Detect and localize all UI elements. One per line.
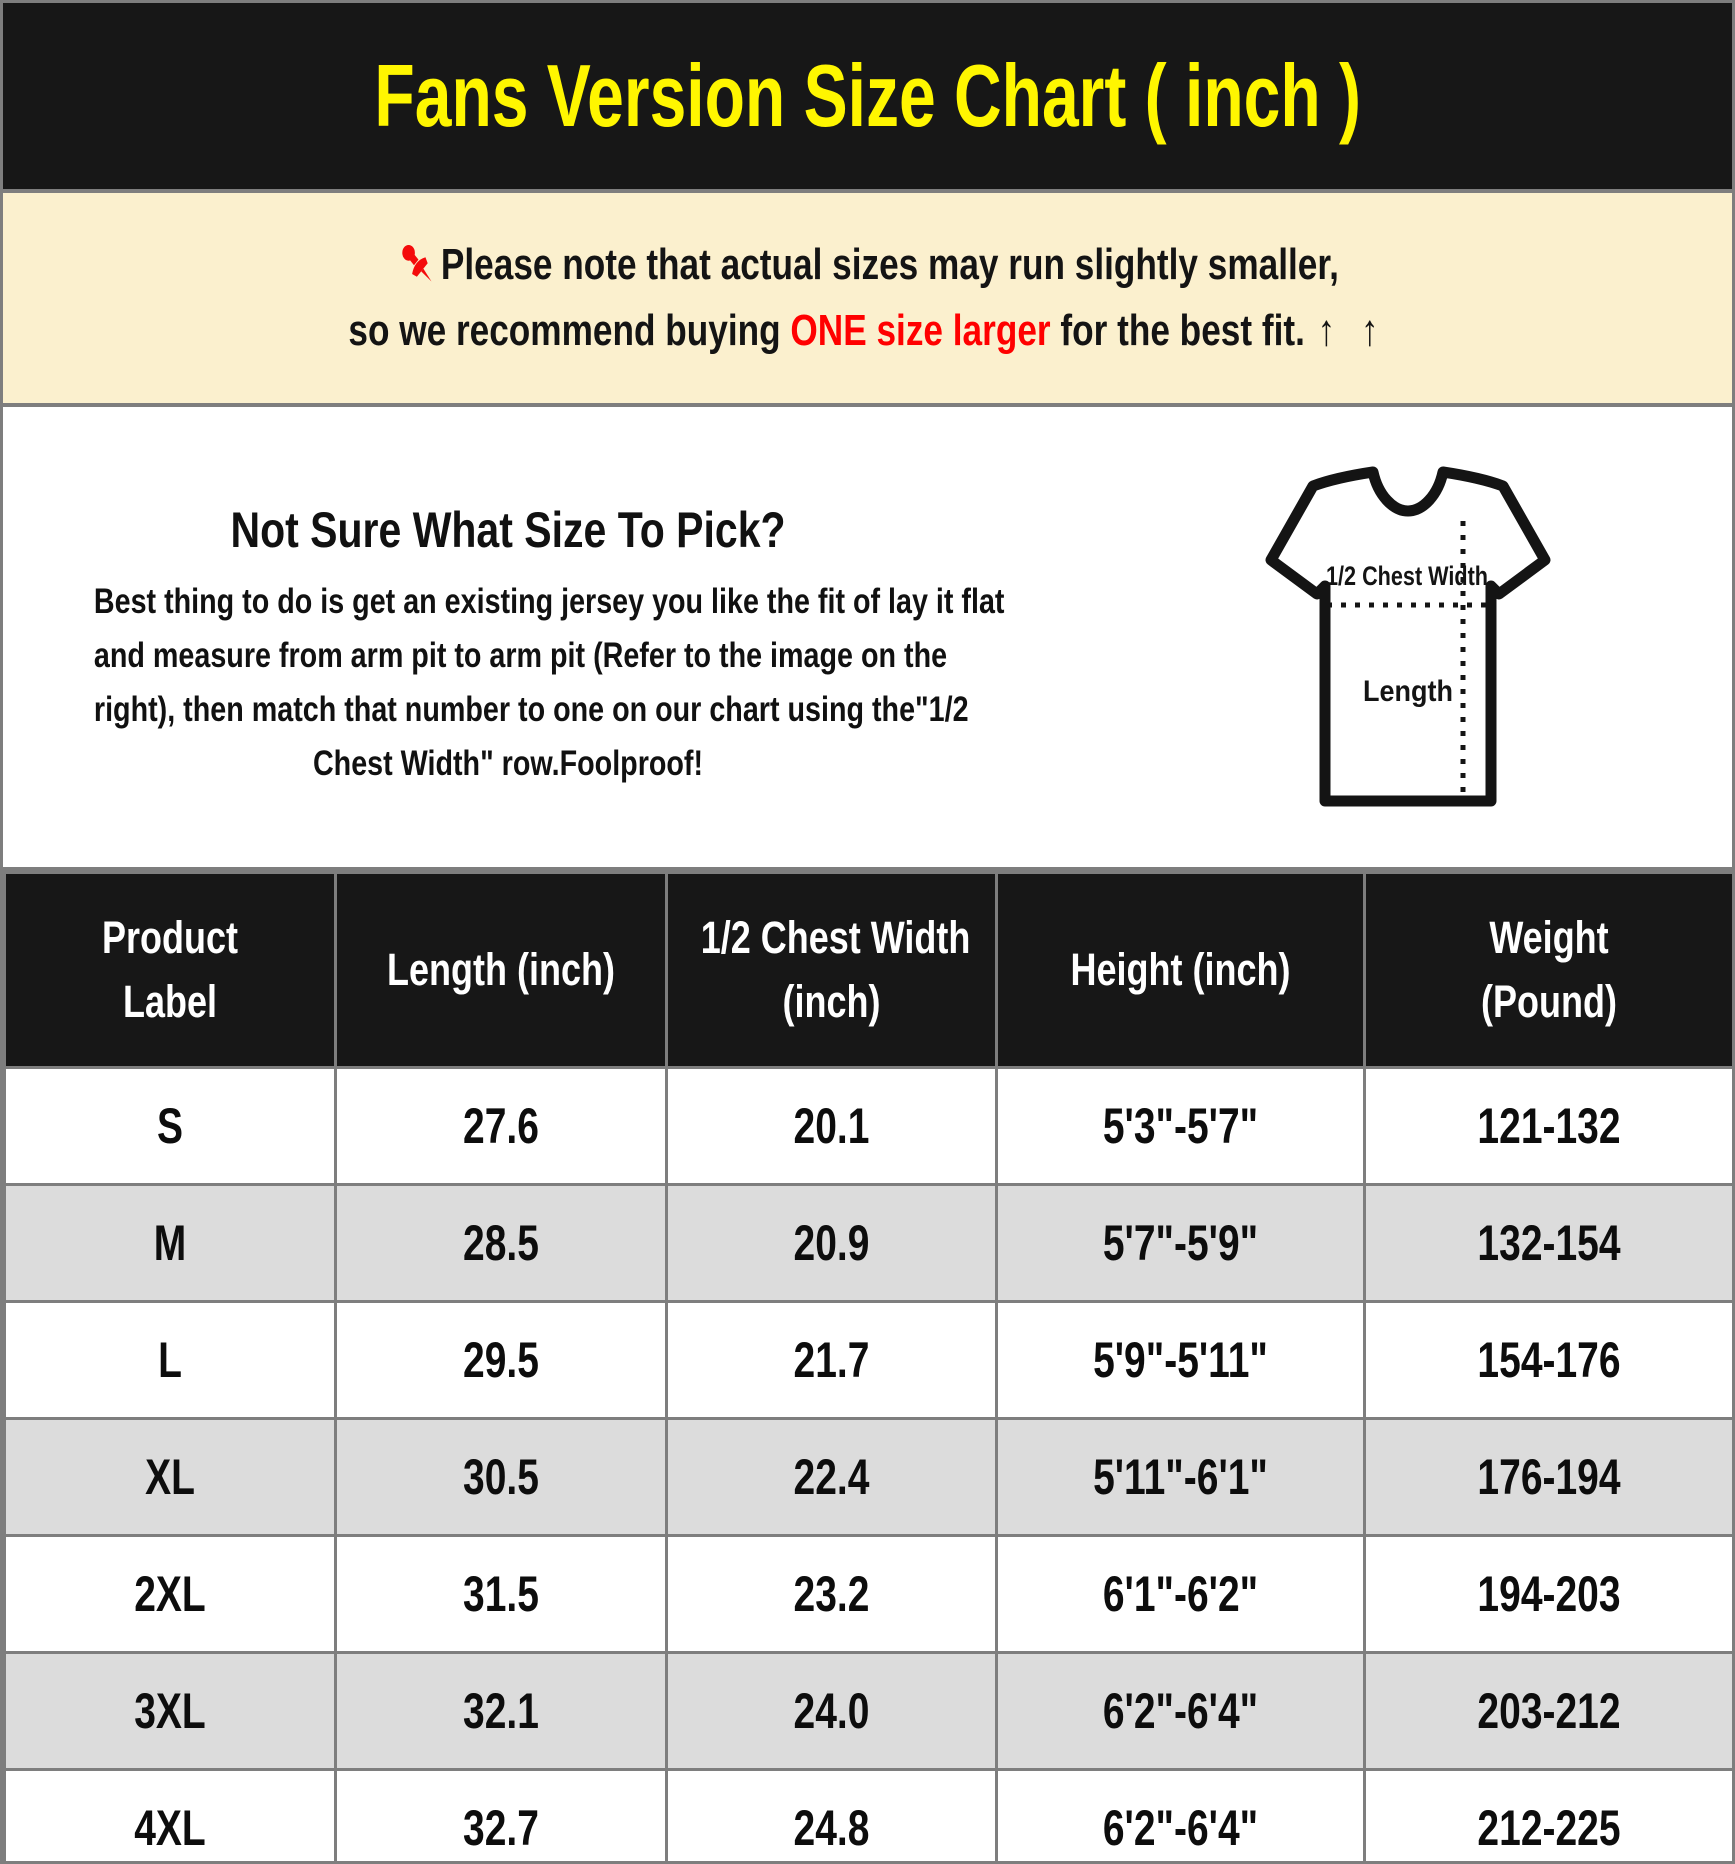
guide-text-block: Not Sure What Size To Pick? Best thing t… <box>3 407 1013 791</box>
up-arrows-icon: ↑ ↑ <box>1317 306 1387 355</box>
cell-chest: 22.4 <box>665 1417 998 1537</box>
cell-length: 32.1 <box>334 1651 668 1771</box>
header-text: (Pound) <box>1481 976 1617 1027</box>
section-divider <box>3 189 1732 193</box>
cell-size: S <box>3 1066 337 1186</box>
guide-body-line: Best thing to do is get an existing jers… <box>93 582 1005 621</box>
chest-width-label: 1/2 Chest Width <box>1326 561 1488 591</box>
header-cell-chest-width: 1/2 Chest Width (inch) <box>665 871 998 1069</box>
size-table: Product Label Length (inch) 1/2 Chest Wi… <box>3 871 1732 1861</box>
header-text: Height (inch) <box>1070 944 1291 995</box>
cell-height: 5'3"-5'7" <box>995 1066 1366 1186</box>
tshirt-outline <box>1265 466 1551 807</box>
header-text: Weight <box>1489 912 1609 963</box>
cell-chest: 24.0 <box>665 1651 998 1771</box>
table-row-l: L 29.5 21.7 5'9"-5'11" 154-176 <box>3 1300 1732 1420</box>
guide-heading: Not Sure What Size To Pick? <box>230 502 786 558</box>
pushpin-icon <box>402 244 432 282</box>
cell-weight: 203-212 <box>1363 1651 1732 1771</box>
note-text-2-prefix: so we recommend buying <box>348 306 791 355</box>
table-row-xl: XL 30.5 22.4 5'11"-6'1" 176-194 <box>3 1417 1732 1537</box>
note-section: Please note that actual sizes may run sl… <box>3 193 1732 403</box>
table-header-row: Product Label Length (inch) 1/2 Chest Wi… <box>3 871 1732 1069</box>
cell-chest: 24.8 <box>665 1768 998 1861</box>
cell-chest: 20.9 <box>665 1183 998 1303</box>
guide-body-line: Chest Width" row.Foolproof! <box>312 744 704 783</box>
cell-height: 5'11"-6'1" <box>995 1417 1366 1537</box>
cell-height: 6'2"-6'4" <box>995 1651 1366 1771</box>
table-row-3xl: 3XL 32.1 24.0 6'2"-6'4" 203-212 <box>3 1651 1732 1771</box>
cell-size: XL <box>3 1417 337 1537</box>
header-text: 1/2 Chest Width <box>700 912 971 963</box>
cell-height: 5'9"-5'11" <box>995 1300 1366 1420</box>
table-row-m: M 28.5 20.9 5'7"-5'9" 132-154 <box>3 1183 1732 1303</box>
cell-height: 6'1"-6'2" <box>995 1534 1366 1654</box>
guide-section: Not Sure What Size To Pick? Best thing t… <box>3 407 1732 867</box>
cell-length: 31.5 <box>334 1534 668 1654</box>
page-title: Fans Version Size Chart ( inch ) <box>374 46 1361 145</box>
header-text: Label <box>122 976 218 1027</box>
cell-chest: 23.2 <box>665 1534 998 1654</box>
cell-chest: 20.1 <box>665 1066 998 1186</box>
header-cell-length: Length (inch) <box>334 871 668 1069</box>
cell-length: 30.5 <box>334 1417 668 1537</box>
cell-weight: 194-203 <box>1363 1534 1732 1654</box>
cell-length: 28.5 <box>334 1183 668 1303</box>
section-divider <box>3 867 1732 871</box>
cell-weight: 212-225 <box>1363 1768 1732 1861</box>
note-text-2-suffix: for the best fit. <box>1050 306 1305 355</box>
guide-body-line: right), then match that number to one on… <box>93 690 969 729</box>
note-text-1: Please note that actual sizes may run sl… <box>440 240 1339 289</box>
header-cell-product-label: Product Label <box>3 871 337 1069</box>
table-row-s: S 27.6 20.1 5'3"-5'7" 121-132 <box>3 1066 1732 1186</box>
note-line-1: Please note that actual sizes may run sl… <box>176 232 1559 298</box>
table-row-2xl: 2XL 31.5 23.2 6'1"-6'2" 194-203 <box>3 1534 1732 1654</box>
cell-length: 27.6 <box>334 1066 668 1186</box>
cell-size: 2XL <box>3 1534 337 1654</box>
table-row-4xl: 4XL 32.7 24.8 6'2"-6'4" 212-225 <box>3 1768 1732 1861</box>
cell-size: 4XL <box>3 1768 337 1861</box>
cell-weight: 132-154 <box>1363 1183 1732 1303</box>
header-text: Product <box>101 912 238 963</box>
note-highlight: ONE size larger <box>790 306 1051 355</box>
cell-length: 29.5 <box>334 1300 668 1420</box>
header-cell-height: Height (inch) <box>995 871 1366 1069</box>
tshirt-measure-diagram: 1/2 Chest Width Length <box>1265 466 1551 807</box>
cell-length: 32.7 <box>334 1768 668 1861</box>
header-text: (inch) <box>782 976 881 1027</box>
cell-size: M <box>3 1183 337 1303</box>
cell-chest: 21.7 <box>665 1300 998 1420</box>
guide-body-line: and measure from arm pit to arm pit (Ref… <box>93 636 948 675</box>
header-cell-weight: Weight (Pound) <box>1363 871 1732 1069</box>
title-bar: Fans Version Size Chart ( inch ) <box>3 3 1732 189</box>
cell-weight: 121-132 <box>1363 1066 1732 1186</box>
length-label: Length <box>1363 675 1453 708</box>
note-line-2: so we recommend buying ONE size larger f… <box>176 298 1559 364</box>
section-divider <box>3 403 1732 407</box>
cell-height: 6'2"-6'4" <box>995 1768 1366 1861</box>
cell-weight: 154-176 <box>1363 1300 1732 1420</box>
cell-height: 5'7"-5'9" <box>995 1183 1366 1303</box>
header-text: Length (inch) <box>387 944 615 995</box>
cell-weight: 176-194 <box>1363 1417 1732 1537</box>
cell-size: 3XL <box>3 1651 337 1771</box>
cell-size: L <box>3 1300 337 1420</box>
